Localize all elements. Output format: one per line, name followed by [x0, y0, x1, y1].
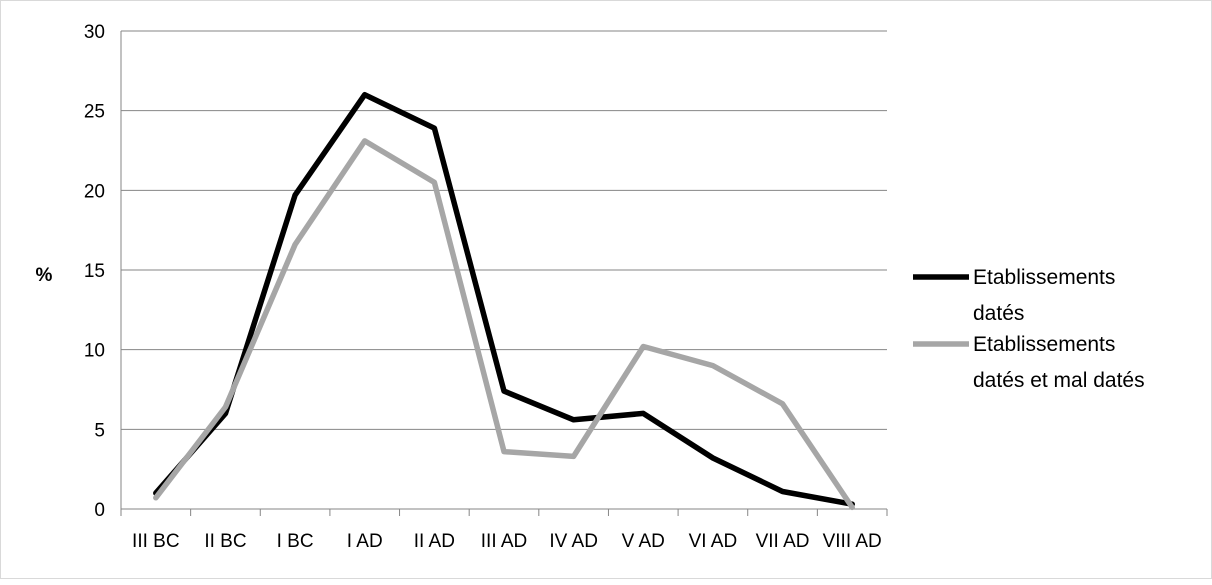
legend-label-2: datés et mal datés	[973, 369, 1145, 392]
x-tick-label: I AD	[347, 531, 383, 552]
y-tick-label: 15	[84, 261, 105, 282]
series-line-2	[153, 138, 855, 511]
y-axis-label: %	[36, 265, 53, 286]
y-tick-label: 20	[84, 181, 105, 202]
x-tick-labels: III BC II BC I BC I AD II AD III AD IV AD V AD V…	[132, 531, 882, 552]
x-tick-label: VII AD	[756, 531, 810, 552]
x-tick-label: II BC	[204, 531, 246, 552]
series-line-1	[153, 91, 855, 507]
x-tick-label: VIII AD	[823, 531, 882, 552]
y-tick-label: 25	[84, 102, 105, 123]
x-tick-label: II AD	[414, 531, 455, 552]
legend-label-1: datés	[973, 302, 1024, 325]
y-tick-labels: 0 5 10 15 20 25 30	[84, 22, 105, 521]
x-tick-label: IV AD	[549, 531, 598, 552]
x-tick-label: III AD	[481, 531, 527, 552]
legend: Etablissements datés Etablissements datés e…	[913, 266, 1145, 392]
x-tick-label: III BC	[132, 531, 180, 552]
series-lines	[153, 91, 855, 511]
y-tick-label: 10	[84, 341, 105, 362]
axes	[120, 31, 888, 516]
y-tick-label: 0	[94, 500, 105, 521]
y-tick-label: 5	[94, 420, 105, 441]
y-tick-label: 30	[84, 22, 105, 43]
x-tick-label: I BC	[277, 531, 314, 552]
gridlines	[121, 30, 887, 430]
x-tick-label: VI AD	[689, 531, 738, 552]
legend-label-2: Etablissements	[973, 333, 1115, 356]
x-tick-label: V AD	[622, 531, 665, 552]
legend-label-1: Etablissements	[973, 266, 1115, 289]
